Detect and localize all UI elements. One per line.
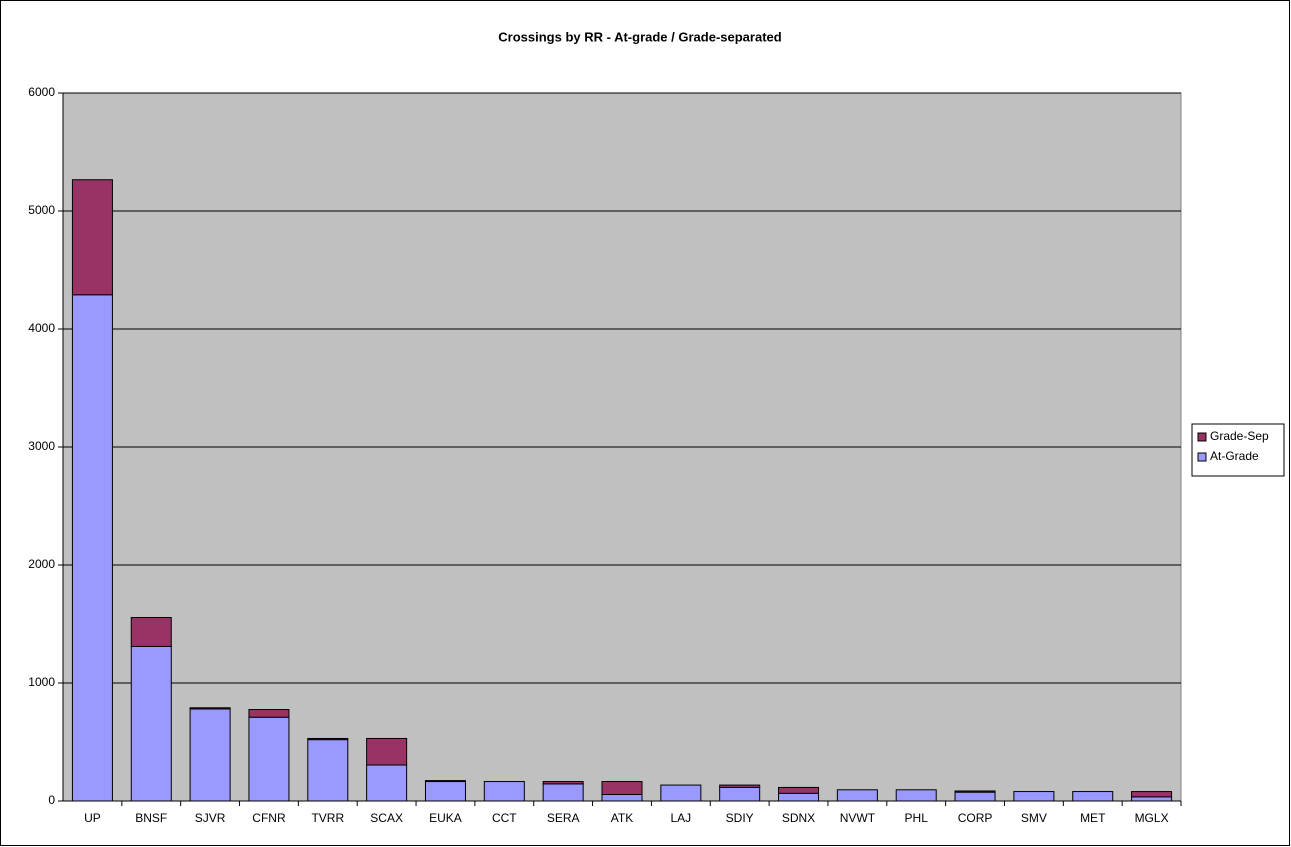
bar-segment [248, 709, 290, 718]
x-tick-label: BNSF [135, 811, 167, 825]
x-tick-label: UP [84, 811, 101, 825]
y-tick-label: 3000 [28, 439, 55, 453]
bar-segment [71, 294, 113, 802]
x-tick-label: SJVR [195, 811, 226, 825]
legend-swatch [1197, 432, 1207, 442]
bar-segment [542, 783, 584, 802]
x-tick-label: NVWT [840, 811, 876, 825]
x-tick-label: MGLX [1135, 811, 1169, 825]
y-tick-label: 1000 [28, 675, 55, 689]
bar-segment [189, 708, 231, 802]
bar-segment [1131, 796, 1173, 802]
x-tick-label: MET [1080, 811, 1106, 825]
x-tick-label: SCAX [370, 811, 403, 825]
bar-segment [954, 790, 996, 793]
bar-segment [954, 791, 996, 802]
bar-segment [307, 739, 349, 802]
bar-segment [542, 781, 584, 785]
bar-segment [130, 645, 172, 802]
x-tick-label: TVRR [311, 811, 344, 825]
bar-segment [601, 781, 643, 796]
bar-segment [1013, 791, 1055, 802]
x-tick-label: SMV [1021, 811, 1047, 825]
bar-segment [424, 780, 466, 783]
y-tick-label: 0 [48, 793, 55, 807]
x-tick-label: SDIY [726, 811, 754, 825]
bar-segment [895, 789, 937, 802]
x-tick-label: CCT [492, 811, 517, 825]
bar-segment [660, 784, 702, 802]
x-tick-label: SERA [547, 811, 580, 825]
y-tick-label: 5000 [28, 203, 55, 217]
y-tick-label: 6000 [28, 85, 55, 99]
legend-box [1191, 423, 1285, 477]
bar-segment [130, 617, 172, 647]
x-tick-label: PHL [905, 811, 929, 825]
bar-segment [601, 794, 643, 802]
y-tick-label: 4000 [28, 321, 55, 335]
bar-segment [719, 786, 761, 802]
bar-segment [1072, 791, 1114, 802]
x-tick-label: CFNR [252, 811, 286, 825]
x-tick-label: SDNX [782, 811, 815, 825]
bar-segment [719, 784, 761, 788]
bar-segment [424, 781, 466, 802]
bar-segment [248, 716, 290, 802]
x-tick-label: CORP [958, 811, 993, 825]
legend-label: At-Grade [1210, 449, 1259, 463]
chart-title: Crossings by RR - At-grade / Grade-separ… [498, 29, 781, 44]
bar-segment [1131, 791, 1173, 798]
bar-segment [366, 737, 408, 766]
bar-segment [778, 792, 820, 802]
bar-segment [778, 786, 820, 794]
x-tick-label: EUKA [429, 811, 462, 825]
bar-segment [71, 179, 113, 296]
bar-segment [366, 764, 408, 802]
legend-label: Grade-Sep [1210, 429, 1269, 443]
y-tick-label: 2000 [28, 557, 55, 571]
bar-segment [836, 789, 878, 802]
legend-swatch [1197, 452, 1207, 462]
bar-segment [307, 737, 349, 741]
bar-segment [189, 707, 231, 710]
x-tick-label: LAJ [670, 811, 691, 825]
bar-segment [483, 781, 525, 802]
x-tick-label: ATK [611, 811, 633, 825]
